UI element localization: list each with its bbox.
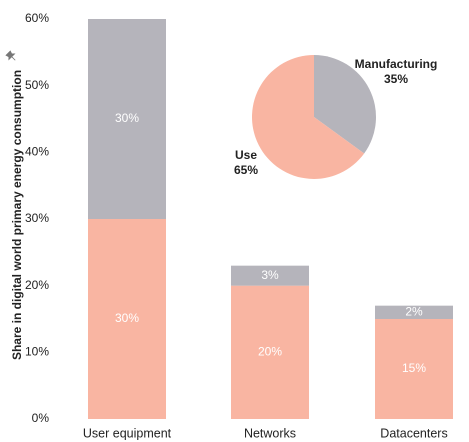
y-tick-label: 10% bbox=[25, 345, 49, 359]
bar-segment bbox=[375, 319, 453, 419]
y-axis: 0% 10% 20% 30% 40% 50% 60% bbox=[25, 11, 49, 425]
bar-value-label: 2% bbox=[405, 305, 423, 319]
x-category-label: Networks bbox=[244, 426, 296, 440]
pie-slice-value: 35% bbox=[384, 72, 408, 86]
bar-segment bbox=[231, 265, 309, 286]
pie-slice bbox=[251, 54, 365, 179]
y-tick-label: 30% bbox=[25, 211, 49, 225]
pie-slice-value: 65% bbox=[234, 163, 258, 177]
y-tick-label: 0% bbox=[32, 411, 50, 425]
bar-segment bbox=[88, 19, 166, 219]
bar-segment bbox=[88, 219, 166, 419]
x-axis: User equipment Networks Datacenters bbox=[83, 426, 448, 440]
pin-icon bbox=[5, 50, 16, 61]
x-category-label: User equipment bbox=[83, 426, 172, 440]
y-tick-label: 50% bbox=[25, 78, 49, 92]
bar-segment bbox=[375, 305, 453, 319]
pie-slice-name: Manufacturing bbox=[355, 57, 438, 71]
y-tick-label: 40% bbox=[25, 145, 49, 159]
y-tick-label: 20% bbox=[25, 278, 49, 292]
pie-slice-name: Use bbox=[235, 148, 257, 162]
bar-plot: 30% 30% 20% 3% 15% 2% bbox=[88, 19, 453, 419]
bar-value-label: 3% bbox=[261, 268, 279, 282]
bar-segment bbox=[231, 285, 309, 419]
bar-value-label: 30% bbox=[115, 111, 139, 125]
y-axis-title: Share in digital world primary energy co… bbox=[10, 70, 24, 360]
x-category-label: Datacenters bbox=[380, 426, 447, 440]
bar-value-label: 30% bbox=[115, 311, 139, 325]
y-tick-label: 60% bbox=[25, 11, 49, 25]
bar-value-label: 15% bbox=[402, 361, 426, 375]
bar-value-label: 20% bbox=[258, 345, 282, 359]
pie-slice bbox=[314, 55, 376, 154]
